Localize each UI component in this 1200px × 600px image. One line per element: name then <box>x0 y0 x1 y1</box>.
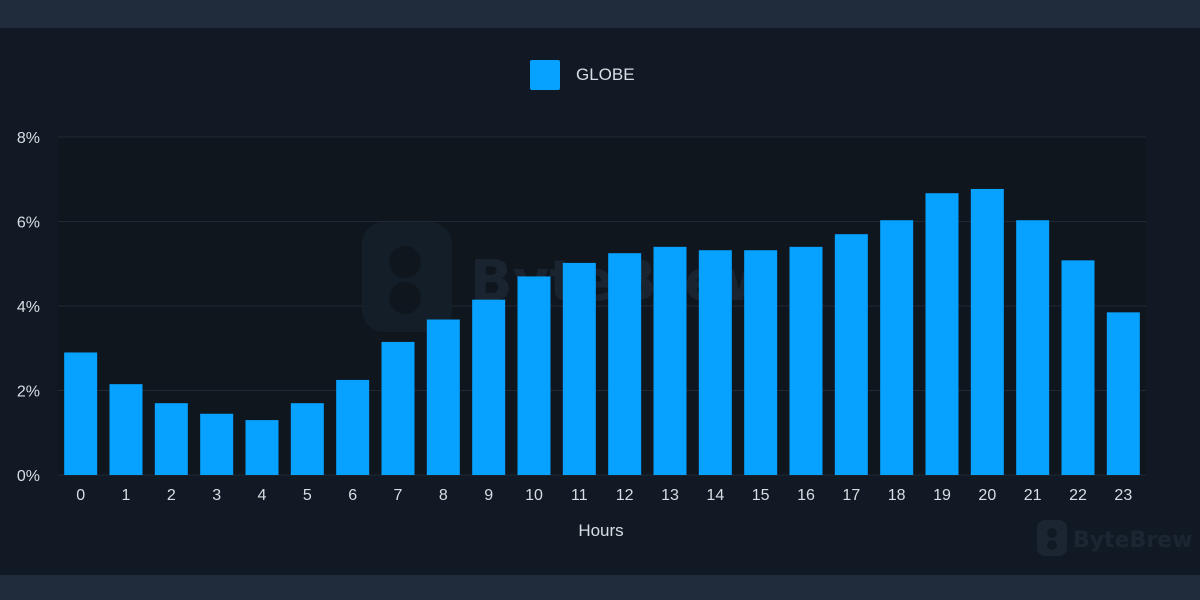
x-tick-label: 5 <box>303 487 312 504</box>
y-tick-label: 0% <box>17 468 40 485</box>
bar-hour-14[interactable] <box>698 250 732 475</box>
bar-hour-17[interactable] <box>834 234 868 475</box>
x-tick-label: 12 <box>616 487 634 504</box>
x-tick-label: 20 <box>978 487 996 504</box>
bar-hour-15[interactable] <box>744 250 778 475</box>
x-tick-label: 4 <box>258 487 267 504</box>
y-tick-labels: 0% 2% 4% 6% 8% <box>17 130 40 485</box>
y-tick-label: 6% <box>17 215 40 232</box>
watermark-corner-text: ByteBrew <box>1073 528 1192 553</box>
bar-hour-8[interactable] <box>426 319 460 475</box>
x-tick-label: 2 <box>167 487 176 504</box>
x-tick-label: 14 <box>706 487 724 504</box>
x-tick-label: 17 <box>842 487 860 504</box>
x-tick-label: 21 <box>1024 487 1042 504</box>
bar-hour-16[interactable] <box>789 246 823 475</box>
bar-hour-13[interactable] <box>653 246 687 475</box>
bar-hour-21[interactable] <box>1016 220 1050 475</box>
x-tick-label: 7 <box>394 487 403 504</box>
bar-hour-3[interactable] <box>200 413 234 475</box>
bar-hour-9[interactable] <box>472 299 506 475</box>
watermark-corner: ByteBrew <box>1037 520 1192 556</box>
x-tick-label: 16 <box>797 487 815 504</box>
bars <box>64 188 1140 475</box>
x-tick-label: 3 <box>212 487 221 504</box>
x-tick-label: 18 <box>888 487 906 504</box>
x-tick-labels: 0 1 2 3 4 5 6 7 8 9 10 11 12 13 14 15 16 17 18 19 20 21 22 23 <box>76 487 1132 504</box>
watermark-logo-icon <box>362 222 452 332</box>
legend-label-globe: GLOBE <box>576 65 635 84</box>
bar-hour-11[interactable] <box>562 262 596 475</box>
top-strip <box>0 0 1200 28</box>
x-tick-label: 11 <box>571 487 588 504</box>
x-tick-label: 1 <box>122 487 131 504</box>
grid-lines <box>58 136 1146 476</box>
bottom-strip <box>0 575 1200 600</box>
x-axis-label: Hours <box>578 521 623 540</box>
bar-hour-22[interactable] <box>1061 260 1095 475</box>
x-tick-label: 19 <box>933 487 951 504</box>
legend[interactable]: GLOBE <box>530 60 635 90</box>
bar-hour-2[interactable] <box>154 403 188 475</box>
bar-hour-4[interactable] <box>245 420 279 475</box>
x-tick-label: 13 <box>661 487 679 504</box>
bar-hour-18[interactable] <box>880 220 914 475</box>
x-tick-label: 10 <box>525 487 543 504</box>
x-tick-label: 15 <box>752 487 770 504</box>
bar-hour-7[interactable] <box>381 341 415 475</box>
bar-hour-19[interactable] <box>925 193 959 475</box>
bar-hour-1[interactable] <box>109 384 143 475</box>
x-tick-label: 22 <box>1069 487 1087 504</box>
bar-hour-5[interactable] <box>290 403 324 475</box>
bar-hour-23[interactable] <box>1106 312 1140 475</box>
bar-hour-0[interactable] <box>64 352 98 475</box>
bar-hour-10[interactable] <box>517 276 551 475</box>
y-tick-label: 4% <box>17 299 40 316</box>
bar-hour-6[interactable] <box>336 379 370 475</box>
x-tick-label: 8 <box>439 487 448 504</box>
y-tick-label: 2% <box>17 384 40 401</box>
x-tick-label: 0 <box>76 487 85 504</box>
x-tick-label: 23 <box>1114 487 1132 504</box>
y-tick-label: 8% <box>17 130 40 147</box>
watermark-corner-logo-icon <box>1037 520 1067 556</box>
x-tick-label: 9 <box>484 487 493 504</box>
bar-hour-12[interactable] <box>608 253 642 475</box>
bar-hour-20[interactable] <box>970 188 1004 475</box>
legend-swatch-globe <box>530 60 560 90</box>
x-tick-label: 6 <box>348 487 357 504</box>
